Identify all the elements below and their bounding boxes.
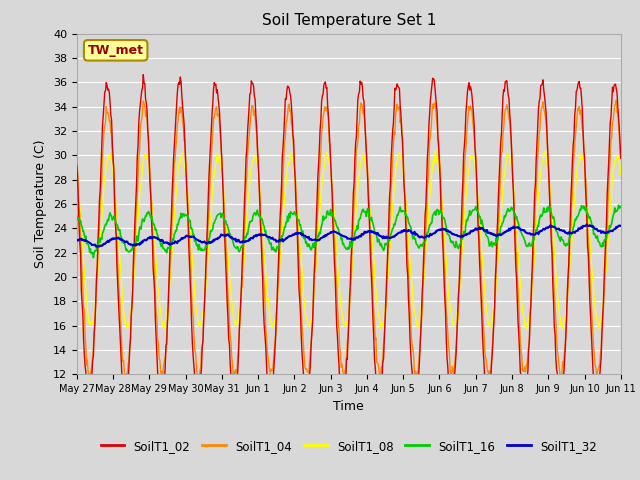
SoilT1_04 xyxy=(73,155,81,160)
SoilT1_16 xyxy=(394,212,402,218)
SoilT1_32 xyxy=(448,230,456,236)
SoilT1_02 xyxy=(341,385,349,391)
SoilT1_02 xyxy=(216,125,224,131)
SoilT1_16 xyxy=(617,205,625,211)
SoilT1_16 xyxy=(193,243,201,249)
SoilT1_02 xyxy=(448,394,456,400)
SoilT1_02 xyxy=(617,156,625,161)
SoilT1_16 xyxy=(448,238,456,244)
SoilT1_04 xyxy=(568,201,575,207)
Line: SoilT1_02: SoilT1_02 xyxy=(77,75,621,404)
SoilT1_08 xyxy=(568,223,576,228)
SoilT1_32 xyxy=(193,237,201,242)
SoilT1_02 xyxy=(486,401,493,407)
SoilT1_08 xyxy=(193,307,200,312)
SoilT1_16 xyxy=(90,255,97,261)
SoilT1_32 xyxy=(617,223,625,228)
Line: SoilT1_08: SoilT1_08 xyxy=(77,150,621,329)
SoilT1_04 xyxy=(216,122,223,128)
SoilT1_08 xyxy=(617,172,625,178)
SoilT1_02 xyxy=(394,84,402,89)
SoilT1_16 xyxy=(73,213,81,219)
SoilT1_08 xyxy=(73,171,81,177)
SoilT1_32 xyxy=(394,230,402,236)
SoilT1_04 xyxy=(193,358,200,363)
SoilT1_02 xyxy=(193,395,201,401)
SoilT1_08 xyxy=(448,315,456,321)
SoilT1_16 xyxy=(341,244,349,250)
SoilT1_04 xyxy=(340,378,348,384)
Line: SoilT1_16: SoilT1_16 xyxy=(77,205,621,258)
SoilT1_02 xyxy=(568,157,576,163)
SoilT1_02 xyxy=(73,163,81,168)
SoilT1_08 xyxy=(432,147,440,153)
SoilT1_04 xyxy=(612,97,620,103)
SoilT1_16 xyxy=(614,202,622,208)
Line: SoilT1_32: SoilT1_32 xyxy=(77,225,621,247)
SoilT1_16 xyxy=(216,210,224,216)
SoilT1_04 xyxy=(341,367,349,372)
SoilT1_32 xyxy=(341,234,349,240)
SoilT1_04 xyxy=(617,156,625,161)
SoilT1_04 xyxy=(448,371,456,376)
SoilT1_16 xyxy=(568,230,575,236)
SoilT1_08 xyxy=(216,153,223,159)
SoilT1_02 xyxy=(140,72,147,78)
SoilT1_32 xyxy=(73,238,81,243)
Legend: SoilT1_02, SoilT1_04, SoilT1_08, SoilT1_16, SoilT1_32: SoilT1_02, SoilT1_04, SoilT1_08, SoilT1_… xyxy=(96,435,602,457)
SoilT1_32 xyxy=(216,233,224,239)
SoilT1_08 xyxy=(524,326,531,332)
Line: SoilT1_04: SoilT1_04 xyxy=(77,100,621,381)
Title: Soil Temperature Set 1: Soil Temperature Set 1 xyxy=(262,13,436,28)
X-axis label: Time: Time xyxy=(333,400,364,413)
SoilT1_08 xyxy=(340,323,348,329)
SoilT1_32 xyxy=(583,222,591,228)
Text: TW_met: TW_met xyxy=(88,44,144,57)
Y-axis label: Soil Temperature (C): Soil Temperature (C) xyxy=(35,140,47,268)
SoilT1_04 xyxy=(394,106,402,111)
SoilT1_32 xyxy=(568,231,575,237)
SoilT1_08 xyxy=(394,162,401,168)
SoilT1_32 xyxy=(93,244,100,250)
